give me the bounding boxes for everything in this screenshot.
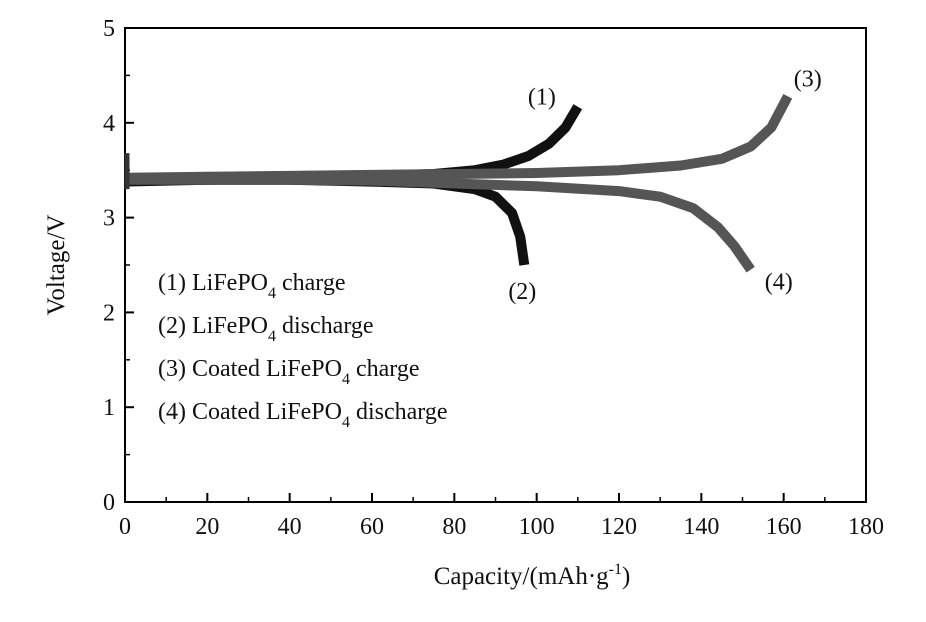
legend-subscript: 4 bbox=[268, 285, 276, 302]
legend-subscript: 4 bbox=[342, 414, 350, 431]
curve-tag-2: (2) bbox=[508, 279, 536, 305]
x-tick-label: 0 bbox=[119, 514, 131, 540]
legend-text-end: discharge bbox=[276, 313, 374, 339]
curve-tag-3: (3) bbox=[794, 66, 822, 92]
series-line-3 bbox=[124, 93, 793, 183]
legend-text-main: (4) Coated LiFePO bbox=[158, 399, 342, 425]
x-tick-label: 160 bbox=[766, 514, 802, 540]
legend: (1) LiFePO4 charge(2) LiFePO4 discharge(… bbox=[158, 270, 448, 431]
x-tick-label: 140 bbox=[683, 514, 719, 540]
x-tick-label: 100 bbox=[519, 514, 555, 540]
legend-entry-2: (2) LiFePO4 discharge bbox=[158, 313, 374, 345]
legend-subscript: 4 bbox=[342, 371, 350, 388]
x-axis-title-main: Capacity/(mAh·g bbox=[434, 563, 609, 590]
x-tick-label: 120 bbox=[601, 514, 637, 540]
plot-frame bbox=[124, 27, 867, 503]
y-tick-label: 0 bbox=[103, 490, 115, 516]
curve-tag-1: (1) bbox=[528, 85, 556, 111]
y-tick-label: 5 bbox=[103, 16, 115, 42]
series-line-2 bbox=[125, 174, 530, 266]
legend-entry-4: (4) Coated LiFePO4 discharge bbox=[158, 399, 448, 431]
x-axis-title: Capacity/(mAh·g-1) bbox=[434, 561, 631, 590]
x-tick-label: 80 bbox=[442, 514, 466, 540]
x-axis-title-close: ) bbox=[622, 563, 630, 590]
legend-text-main: (2) LiFePO bbox=[158, 313, 268, 339]
x-tick-label: 40 bbox=[278, 514, 302, 540]
legend-subscript: 4 bbox=[268, 328, 276, 345]
x-axis-title-superscript: -1 bbox=[609, 561, 622, 578]
x-axis-ticks: 0 20 40 60 80 100 120 140 160 180 bbox=[119, 493, 884, 540]
y-axis-ticks: 0 1 2 3 4 5 bbox=[103, 16, 134, 516]
curve-tags: (1) (2) (3) (4) bbox=[508, 66, 821, 305]
x-tick-label: 60 bbox=[360, 514, 384, 540]
series-line-4 bbox=[125, 174, 755, 273]
series-layer bbox=[124, 93, 793, 273]
x-tick-label: 20 bbox=[195, 514, 219, 540]
legend-text-end: discharge bbox=[350, 399, 448, 425]
x-tick-label: 180 bbox=[848, 514, 884, 540]
legend-text-end: charge bbox=[350, 356, 420, 382]
y-tick-label: 4 bbox=[103, 111, 115, 137]
y-tick-label: 3 bbox=[103, 206, 115, 232]
legend-entry-1: (1) LiFePO4 charge bbox=[158, 270, 346, 302]
legend-text-main: (3) Coated LiFePO bbox=[158, 356, 342, 382]
y-tick-label: 1 bbox=[103, 395, 115, 421]
y-tick-label: 2 bbox=[103, 300, 115, 326]
y-axis-title: Voltage/V bbox=[43, 215, 70, 316]
legend-text-main: (1) LiFePO bbox=[158, 270, 268, 296]
legend-text-end: charge bbox=[276, 270, 346, 296]
legend-entry-3: (3) Coated LiFePO4 charge bbox=[158, 356, 420, 388]
curve-tag-4: (4) bbox=[765, 270, 793, 296]
